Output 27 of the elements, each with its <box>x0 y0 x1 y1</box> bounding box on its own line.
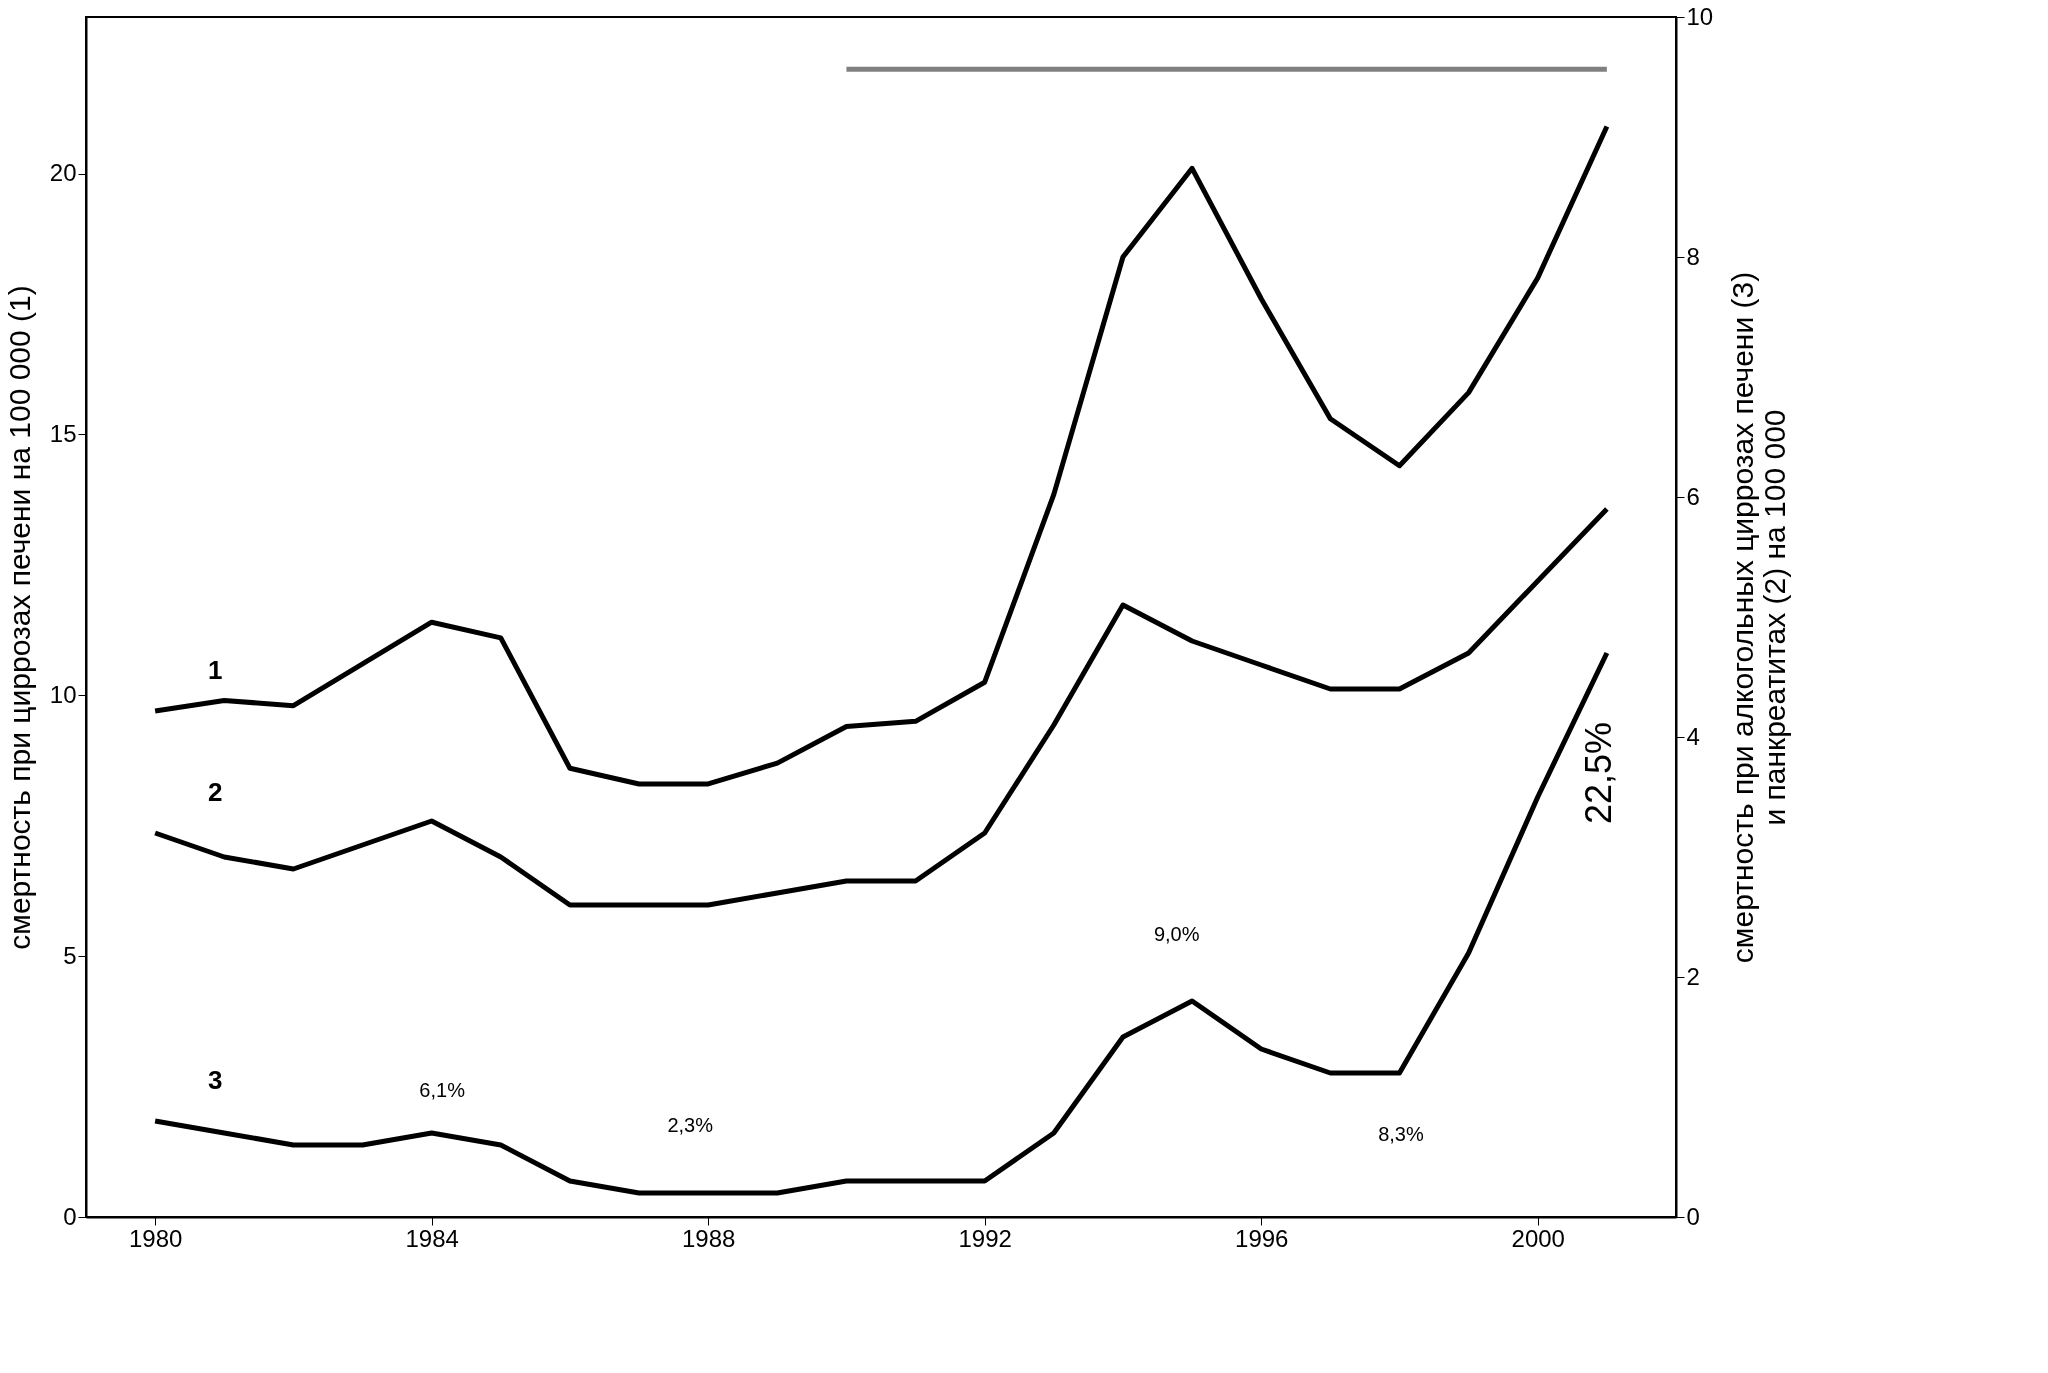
y-tick-label: 10 <box>49 680 77 708</box>
annotation: 2,3% <box>667 1113 714 1136</box>
y2-tick-label: 0 <box>1686 1202 1700 1230</box>
y-axis-title: смертность при циррозах печени на 100 000 (1) <box>2 285 36 950</box>
y2-tick-label: 10 <box>1686 2 1714 30</box>
x-tick-label: 1988 <box>681 1224 736 1252</box>
series-label: 1 <box>207 654 223 685</box>
x-tick-label: 1992 <box>958 1224 1012 1252</box>
annotation: 6,1% <box>419 1079 466 1101</box>
y-tick-label: 15 <box>49 419 77 447</box>
y-tick-label: 5 <box>63 941 77 969</box>
y-tick-label: 0 <box>63 1202 77 1230</box>
series-label: 2 <box>207 777 223 807</box>
x-tick-label: 1996 <box>1235 1224 1289 1252</box>
y2-tick-label: 4 <box>1686 722 1700 750</box>
annotation: 22,5% <box>1577 721 1619 825</box>
annotation: 9,0% <box>1153 923 1200 945</box>
y2-axis-title: смертность при алкогольных циррозах печени (3) и панкреатитах (2) на 100 000 <box>1726 271 1792 964</box>
x-tick-label: 1980 <box>128 1224 183 1252</box>
y2-tick-label: 8 <box>1686 242 1700 270</box>
series-label: 3 <box>207 1065 223 1095</box>
x-tick-label: 1984 <box>405 1224 459 1252</box>
x-tick-label: 2000 <box>1511 1224 1565 1252</box>
y2-tick-label: 6 <box>1686 482 1700 510</box>
y2-tick-label: 2 <box>1686 962 1700 990</box>
annotation: 8,3% <box>1378 1123 1424 1146</box>
y-tick-label: 20 <box>49 159 77 187</box>
